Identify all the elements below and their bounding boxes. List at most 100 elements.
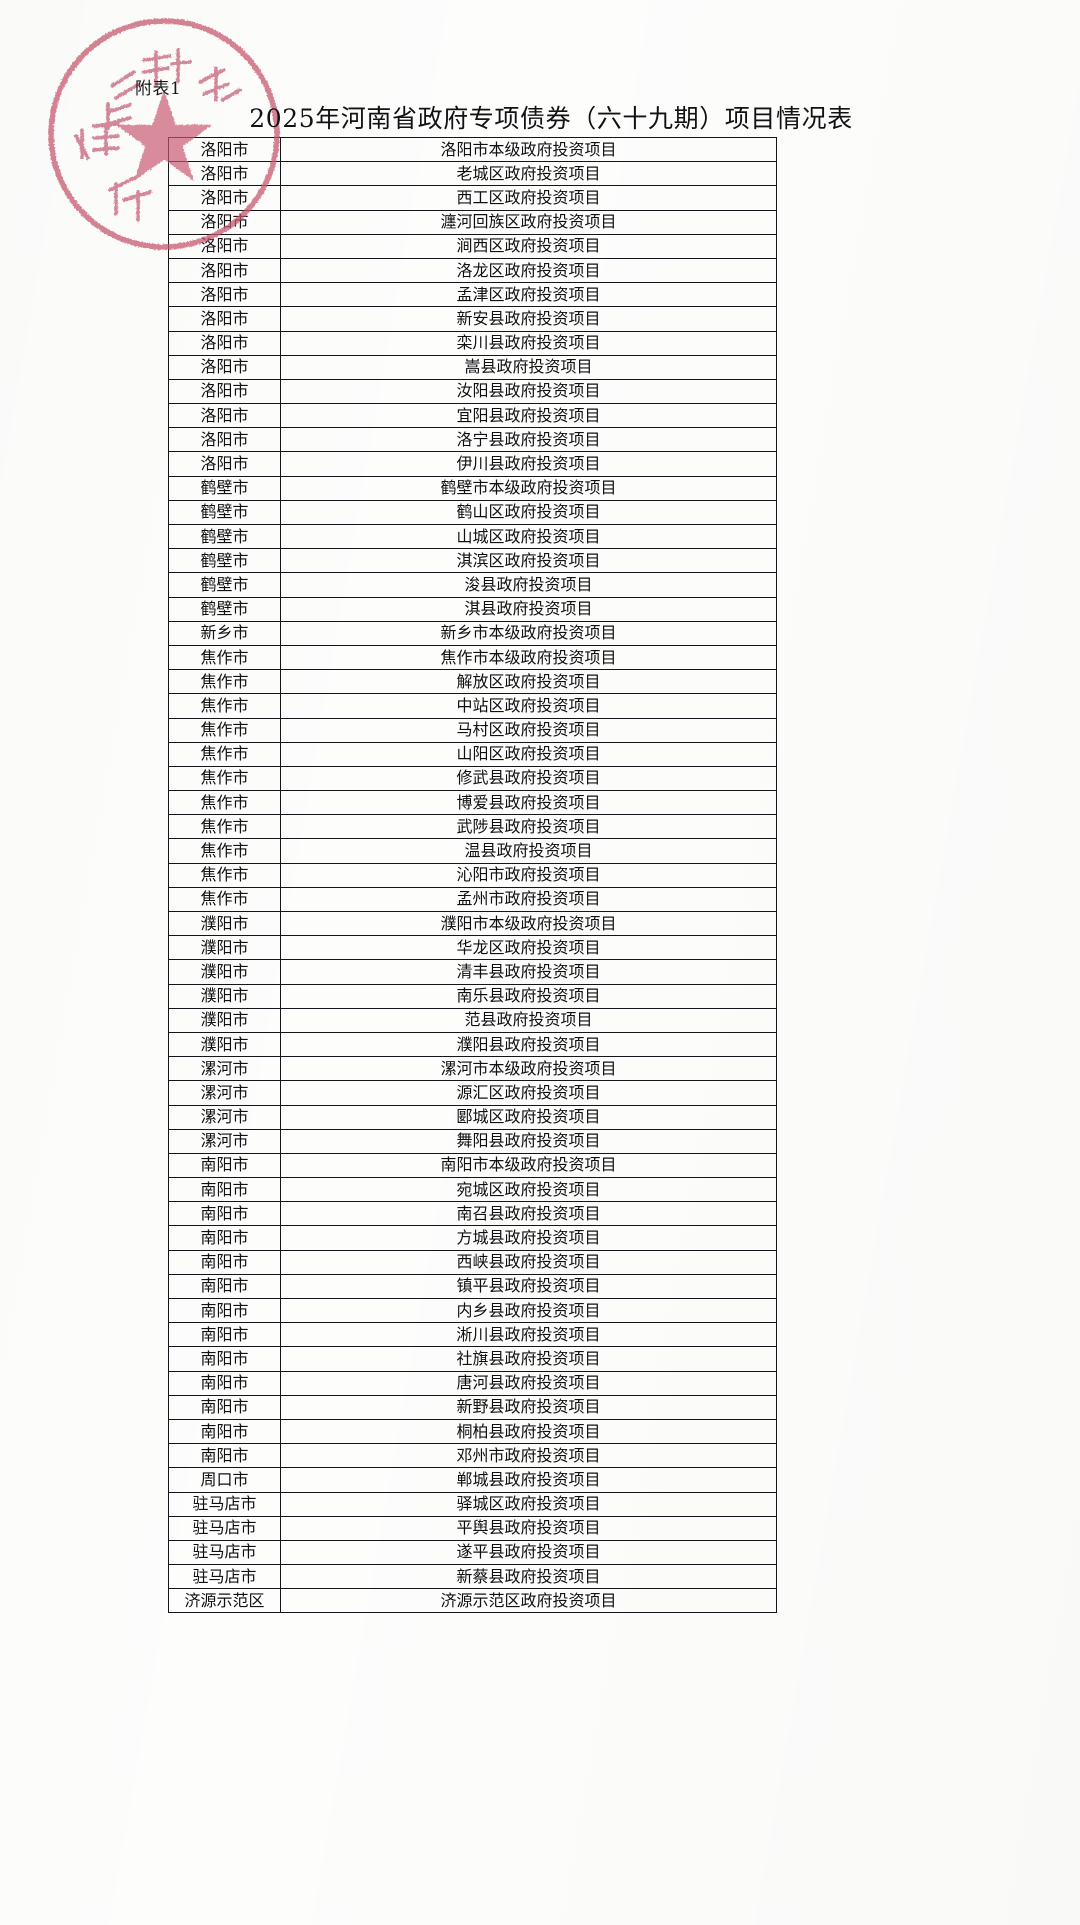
cell-city: 濮阳市 — [168, 910, 281, 937]
project-table-container: 洛阳市 洛阳市本级政府投资项目 洛阳市 老城区政府投资项目 洛阳市 西工区政府投资项目 洛阳… — [168, 136, 777, 1614]
cell-project: 洛宁县政府投资项目 — [280, 427, 777, 453]
table-row: 洛阳市 新安县政府投资项目 — [168, 306, 777, 332]
cell-project: 淇滨区政府投资项目 — [280, 548, 777, 574]
cell-project: 焦作市本级政府投资项目 — [280, 644, 777, 671]
cell-project: 沁阳市政府投资项目 — [280, 862, 777, 888]
table-row: 南阳市 社旗县政府投资项目 — [168, 1346, 777, 1372]
table-row: 洛阳市 汝阳县政府投资项目 — [168, 378, 777, 405]
table-row: 焦作市 马村区政府投资项目 — [168, 717, 777, 743]
cell-project: 马村区政府投资项目 — [280, 717, 777, 743]
cell-project: 清丰县政府投资项目 — [280, 959, 777, 985]
cell-city: 焦作市 — [168, 838, 281, 864]
cell-project: 南乐县政府投资项目 — [280, 983, 777, 1009]
cell-project: 洛阳市本级政府投资项目 — [280, 136, 777, 163]
table-row: 驻马店市 遂平县政府投资项目 — [168, 1539, 777, 1566]
cell-project: 武陟县政府投资项目 — [280, 814, 777, 840]
cell-project: 洛龙区政府投资项目 — [280, 257, 777, 284]
cell-city: 南阳市 — [168, 1152, 281, 1179]
cell-project: 新野县政府投资项目 — [280, 1394, 777, 1420]
cell-city: 濮阳市 — [168, 1007, 281, 1033]
table-row: 南阳市 南召县政府投资项目 — [168, 1201, 777, 1227]
table-row: 焦作市 解放区政府投资项目 — [168, 669, 777, 695]
cell-city: 漯河市 — [168, 1056, 281, 1082]
table-row: 濮阳市 濮阳县政府投资项目 — [168, 1031, 777, 1058]
cell-project: 汝阳县政府投资项目 — [280, 378, 777, 405]
table-row: 洛阳市 嵩县政府投资项目 — [168, 354, 777, 380]
cell-project: 南阳市本级政府投资项目 — [280, 1152, 777, 1179]
cell-project: 老城区政府投资项目 — [280, 161, 777, 187]
cell-project: 浚县政府投资项目 — [280, 572, 777, 598]
cell-city: 鹤壁市 — [168, 475, 281, 501]
cell-project: 郸城县政府投资项目 — [280, 1467, 777, 1493]
cell-project: 新安县政府投资项目 — [280, 306, 777, 332]
table-row: 洛阳市 栾川县政府投资项目 — [168, 330, 777, 356]
cell-project: 郾城区政府投资项目 — [280, 1104, 777, 1130]
cell-project: 南召县政府投资项目 — [280, 1201, 777, 1227]
cell-project: 孟津区政府投资项目 — [280, 282, 777, 308]
table-row: 濮阳市 清丰县政府投资项目 — [168, 959, 777, 985]
attachment-label: 附表1 — [135, 79, 182, 99]
cell-city: 南阳市 — [168, 1273, 281, 1300]
cell-city: 南阳市 — [168, 1225, 281, 1251]
cell-city: 洛阳市 — [168, 257, 281, 284]
cell-project: 新蔡县政府投资项目 — [280, 1564, 777, 1590]
table-row: 洛阳市 瀍河回族区政府投资项目 — [168, 209, 777, 235]
cell-city: 洛阳市 — [168, 209, 281, 235]
cell-project: 邓州市政府投资项目 — [280, 1443, 777, 1469]
table-row: 南阳市 内乡县政府投资项目 — [168, 1297, 777, 1324]
cell-project: 涧西区政府投资项目 — [280, 233, 777, 259]
cell-project: 瀍河回族区政府投资项目 — [280, 209, 777, 235]
cell-city: 南阳市 — [168, 1297, 281, 1324]
cell-project: 遂平县政府投资项目 — [280, 1539, 777, 1566]
cell-project: 中站区政府投资项目 — [280, 693, 777, 719]
cell-city: 洛阳市 — [168, 282, 281, 308]
cell-city: 焦作市 — [168, 790, 281, 816]
cell-project: 舞阳县政府投资项目 — [280, 1128, 777, 1154]
table-row: 鹤壁市 鹤壁市本级政府投资项目 — [168, 475, 777, 501]
cell-city: 焦作市 — [168, 862, 281, 888]
cell-city: 驻马店市 — [168, 1564, 281, 1590]
cell-city: 南阳市 — [168, 1322, 281, 1348]
table-row: 南阳市 方城县政府投资项目 — [168, 1225, 777, 1251]
table-row: 鹤壁市 淇县政府投资项目 — [168, 596, 777, 622]
table-row: 洛阳市 涧西区政府投资项目 — [168, 233, 777, 259]
cell-city: 济源示范区 — [168, 1588, 281, 1614]
cell-project: 栾川县政府投资项目 — [280, 330, 777, 356]
cell-city: 焦作市 — [168, 693, 281, 719]
cell-city: 焦作市 — [168, 644, 281, 671]
table-row: 焦作市 山阳区政府投资项目 — [168, 741, 777, 767]
cell-project: 鹤山区政府投资项目 — [280, 499, 777, 526]
cell-project: 修武县政府投资项目 — [280, 765, 777, 792]
cell-project: 社旗县政府投资项目 — [280, 1346, 777, 1372]
cell-city: 焦作市 — [168, 765, 281, 792]
cell-city: 洛阳市 — [168, 378, 281, 405]
cell-project: 伊川县政府投资项目 — [280, 451, 777, 477]
cell-project: 西峡县政府投资项目 — [280, 1249, 777, 1275]
cell-project: 唐河县政府投资项目 — [280, 1370, 777, 1396]
table-row: 驻马店市 驿城区政府投资项目 — [168, 1491, 777, 1517]
cell-city: 焦作市 — [168, 814, 281, 840]
cell-project: 平舆县政府投资项目 — [280, 1515, 777, 1541]
table-row: 漯河市 郾城区政府投资项目 — [168, 1104, 777, 1130]
cell-city: 鹤壁市 — [168, 499, 281, 526]
table-row: 驻马店市 平舆县政府投资项目 — [168, 1515, 777, 1541]
cell-city: 濮阳市 — [168, 983, 281, 1009]
cell-project: 新乡市本级政府投资项目 — [280, 620, 777, 646]
cell-city: 濮阳市 — [168, 1031, 281, 1058]
table-row: 濮阳市 范县政府投资项目 — [168, 1007, 777, 1033]
table-row: 南阳市 宛城区政府投资项目 — [168, 1177, 777, 1203]
cell-city: 南阳市 — [168, 1418, 281, 1445]
table-row: 南阳市 南阳市本级政府投资项目 — [168, 1152, 777, 1179]
table-row: 焦作市 沁阳市政府投资项目 — [168, 862, 777, 888]
cell-project: 博爱县政府投资项目 — [280, 790, 777, 816]
table-row: 驻马店市 新蔡县政府投资项目 — [168, 1564, 777, 1590]
cell-project: 鹤壁市本级政府投资项目 — [280, 475, 777, 501]
table-row: 焦作市 武陟县政府投资项目 — [168, 814, 777, 840]
cell-city: 周口市 — [168, 1467, 281, 1493]
table-row: 南阳市 镇平县政府投资项目 — [168, 1273, 777, 1300]
table-row: 洛阳市 孟津区政府投资项目 — [168, 282, 777, 308]
cell-city: 洛阳市 — [168, 233, 281, 259]
cell-project: 濮阳市本级政府投资项目 — [280, 910, 777, 937]
cell-project: 漯河市本级政府投资项目 — [280, 1056, 777, 1082]
